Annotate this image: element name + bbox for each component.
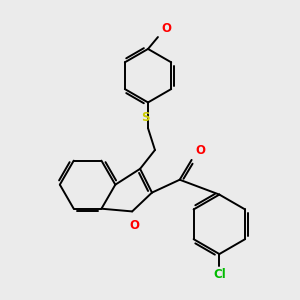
- Text: Cl: Cl: [213, 268, 226, 281]
- Text: O: O: [161, 22, 171, 35]
- Text: O: O: [196, 144, 206, 157]
- Text: O: O: [129, 219, 139, 232]
- Text: S: S: [141, 111, 149, 124]
